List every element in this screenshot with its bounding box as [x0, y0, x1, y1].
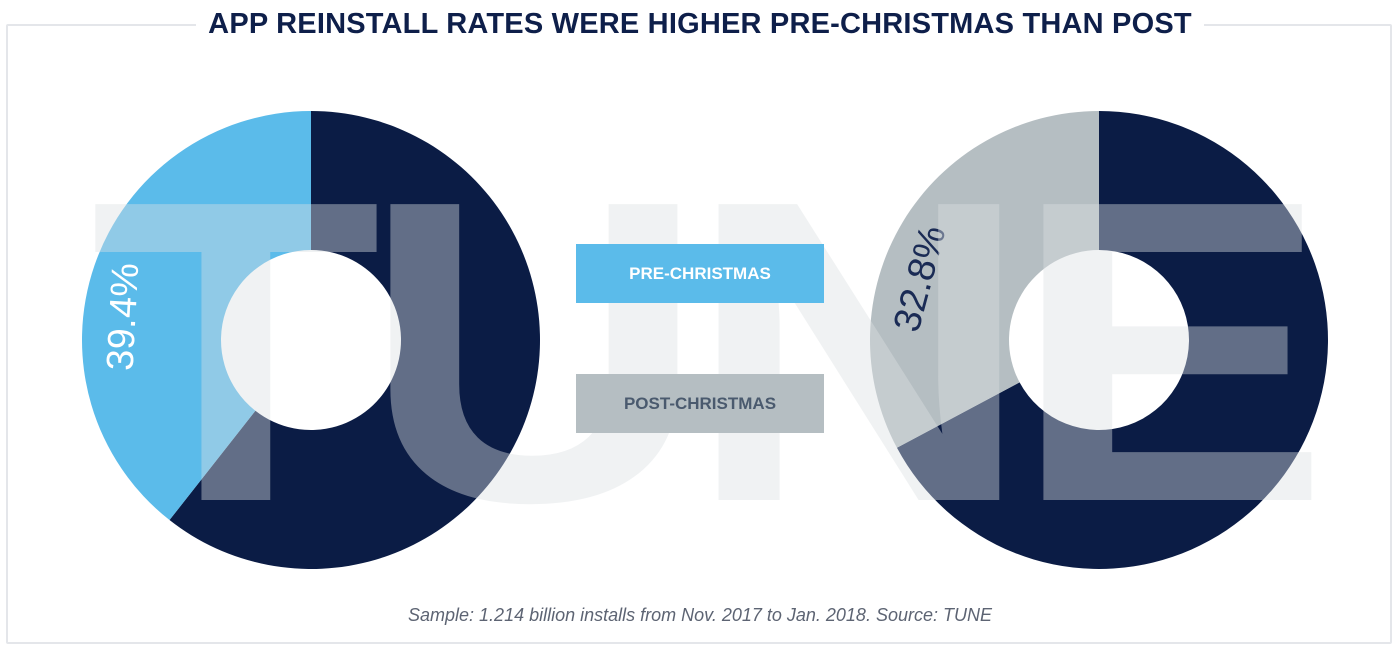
source-footnote: Sample: 1.214 billion installs from Nov.… — [408, 605, 992, 625]
chart-title: APP REINSTALL RATES WERE HIGHER PRE-CHRI… — [196, 0, 1204, 48]
donut-post-slice-highlight — [870, 111, 1099, 448]
donut-pre-slice-highlight — [81, 111, 311, 521]
donut-post-slice-remainder — [896, 111, 1329, 569]
legend-post-christmas: POST-CHRISTMAS — [576, 374, 824, 433]
tune-watermark: TUNE — [90, 112, 1317, 592]
donut-pre-data-label: 39.4% — [100, 262, 148, 372]
donut-pre-slice-remainder — [169, 111, 541, 570]
legend-pre-christmas: PRE-CHRISTMAS — [576, 244, 824, 303]
